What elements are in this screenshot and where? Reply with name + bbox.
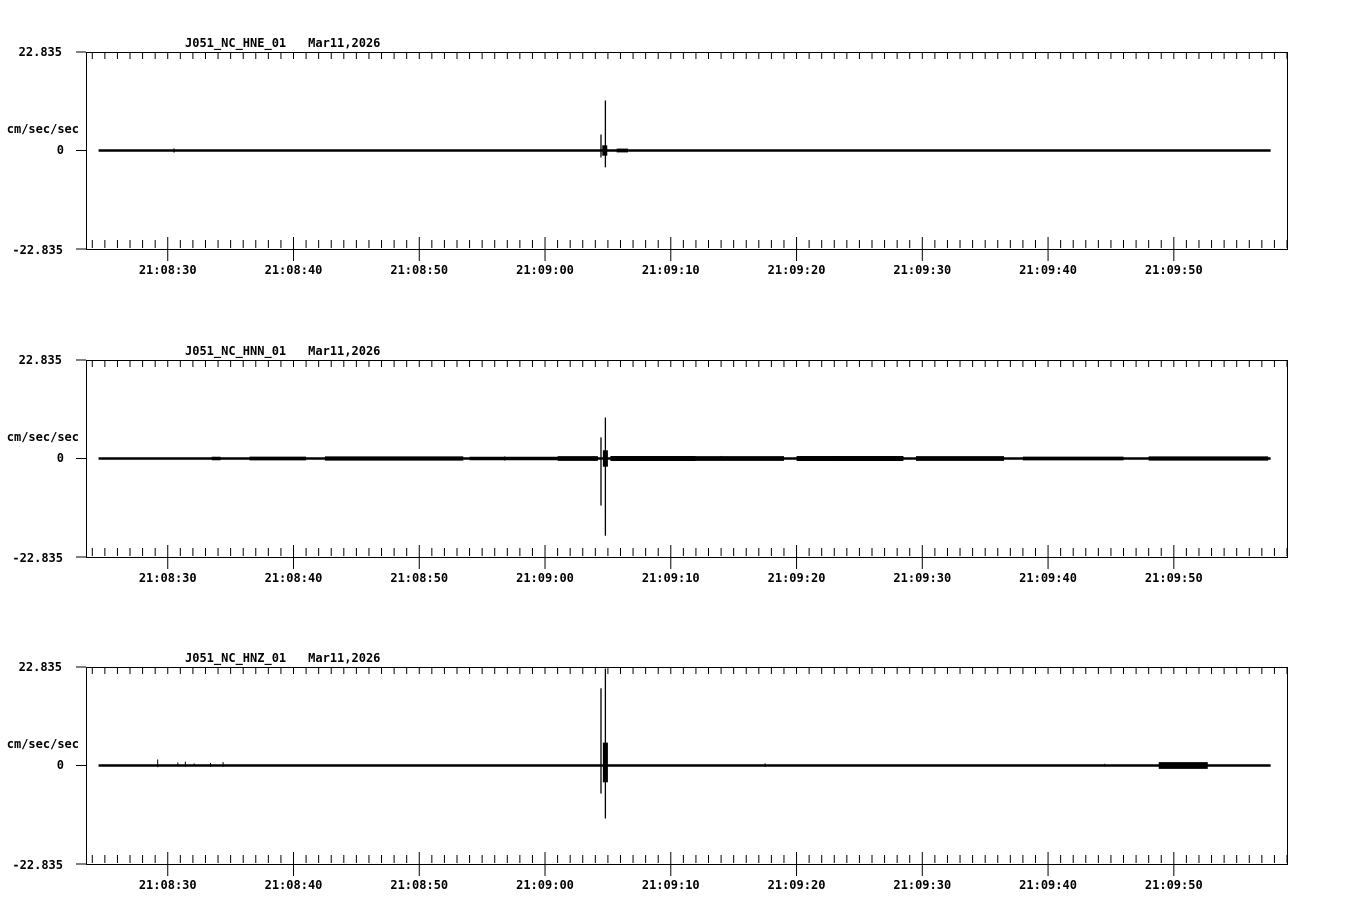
plot-frame — [86, 52, 1288, 250]
record-date: Mar11,2026 — [308, 344, 381, 358]
record-date: Mar11,2026 — [308, 36, 381, 50]
x-tick-label: 21:09:10 — [641, 571, 700, 585]
y-units-label: cm/sec/sec — [6, 737, 79, 751]
x-tick-label: 21:09:00 — [516, 571, 574, 585]
station-id: J051_NC_HNN_01 — [185, 344, 287, 358]
x-tick-label: 21:08:50 — [390, 571, 449, 585]
y-zero-label: 0 — [56, 758, 64, 772]
x-tick-label: 21:08:30 — [138, 878, 197, 892]
y-units-label: cm/sec/sec — [6, 430, 79, 444]
x-tick-label: 21:09:00 — [516, 263, 574, 277]
panel-title: J051_NC_HNZ_01 Mar11,2026 — [185, 652, 380, 664]
y-max-label: 22.835 — [18, 353, 62, 367]
x-tick-label: 21:09:50 — [1144, 263, 1203, 277]
x-tick-label: 21:08:50 — [390, 878, 449, 892]
x-tick-label: 21:09:30 — [893, 571, 952, 585]
x-axis-labels: 21:08:30 21:08:40 21:08:50 21:09:00 21:09:10… — [0, 264, 1358, 278]
x-tick-label: 21:08:50 — [390, 263, 449, 277]
record-date: Mar11,2026 — [308, 651, 381, 665]
y-max-label: 22.835 — [18, 660, 62, 674]
x-tick-label: 21:09:40 — [1019, 263, 1077, 277]
panel-title: J051_NC_HNE_01 Mar11,2026 — [185, 37, 380, 49]
x-tick-label: 21:08:40 — [264, 263, 323, 277]
station-id: J051_NC_HNZ_01 — [185, 651, 287, 665]
x-tick-label: 21:09:10 — [641, 878, 700, 892]
x-tick-label: 21:09:00 — [516, 878, 574, 892]
x-tick-label: 21:09:20 — [767, 263, 826, 277]
y-units-label: cm/sec/sec — [6, 122, 79, 136]
x-tick-label: 21:09:40 — [1019, 571, 1077, 585]
x-tick-label: 21:08:40 — [264, 571, 323, 585]
x-tick-label: 21:09:10 — [641, 263, 700, 277]
x-tick-label: 21:08:40 — [264, 878, 323, 892]
plot-frame — [86, 360, 1288, 558]
x-tick-label: 21:09:50 — [1144, 571, 1203, 585]
x-tick-label: 21:08:30 — [138, 263, 197, 277]
y-max-label: 22.835 — [18, 45, 62, 59]
x-tick-label: 21:09:40 — [1019, 878, 1077, 892]
x-axis-labels: 21:08:30 21:08:40 21:08:50 21:09:00 21:09:10… — [0, 572, 1358, 586]
x-tick-label: 21:09:50 — [1144, 878, 1203, 892]
y-min-label: -22.835 — [12, 551, 63, 565]
x-tick-label: 21:09:30 — [893, 878, 952, 892]
x-tick-label: 21:09:20 — [767, 571, 826, 585]
y-zero-label: 0 — [56, 451, 64, 465]
x-tick-label: 21:09:30 — [893, 263, 952, 277]
y-zero-label: 0 — [56, 143, 64, 157]
y-min-label: -22.835 — [12, 243, 63, 257]
y-min-label: -22.835 — [12, 858, 63, 872]
x-axis-labels: 21:08:30 21:08:40 21:08:50 21:09:00 21:09:10… — [0, 879, 1358, 893]
station-id: J051_NC_HNE_01 — [185, 36, 287, 50]
x-tick-label: 21:09:20 — [767, 878, 826, 892]
plot-frame — [86, 667, 1288, 865]
x-tick-label: 21:08:30 — [138, 571, 197, 585]
panel-title: J051_NC_HNN_01 Mar11,2026 — [185, 345, 380, 357]
